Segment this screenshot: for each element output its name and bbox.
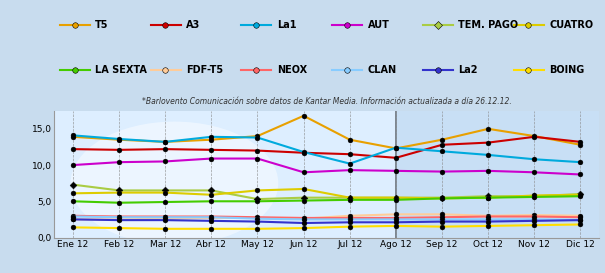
Text: T5: T5 [95, 20, 109, 30]
Text: BOING: BOING [549, 65, 584, 75]
Text: La1: La1 [277, 20, 296, 30]
Text: La2: La2 [459, 65, 478, 75]
Text: *Barlovento Comunicación sobre datos de Kantar Media. Información actualizada a : *Barlovento Comunicación sobre datos de … [142, 97, 512, 106]
Text: LA SEXTA: LA SEXTA [95, 65, 147, 75]
Text: AUT: AUT [367, 20, 390, 30]
Text: A3: A3 [186, 20, 200, 30]
Text: CUATRO: CUATRO [549, 20, 593, 30]
Text: CLAN: CLAN [367, 65, 397, 75]
Ellipse shape [71, 121, 278, 245]
Text: TEM. PAGO: TEM. PAGO [459, 20, 518, 30]
Text: NEOX: NEOX [277, 65, 307, 75]
Text: FDF-T5: FDF-T5 [186, 65, 223, 75]
FancyBboxPatch shape [396, 105, 605, 243]
